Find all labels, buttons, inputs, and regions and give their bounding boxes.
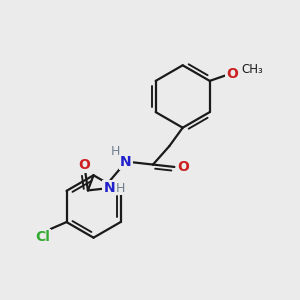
Text: O: O — [177, 160, 189, 174]
Text: Cl: Cl — [35, 230, 50, 244]
Text: N: N — [120, 155, 131, 169]
Text: N: N — [103, 181, 115, 195]
Text: H: H — [116, 182, 125, 194]
Text: O: O — [226, 67, 238, 81]
Text: H: H — [110, 145, 120, 158]
Text: O: O — [78, 158, 90, 172]
Text: CH₃: CH₃ — [242, 62, 263, 76]
